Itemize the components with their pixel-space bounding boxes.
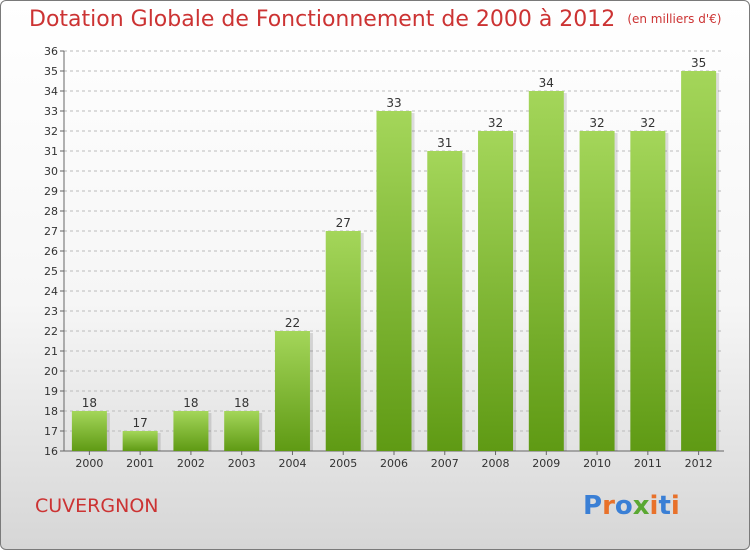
data-label: 18 xyxy=(82,396,97,410)
bar-2011 xyxy=(630,131,666,451)
chart-title: Dotation Globale de Fonctionnement de 20… xyxy=(29,7,721,32)
data-label: 33 xyxy=(386,96,401,110)
x-tick-label: 2012 xyxy=(685,457,713,470)
y-tick-label: 28 xyxy=(44,205,58,218)
y-tick-label: 33 xyxy=(44,105,58,118)
y-tick-label: 24 xyxy=(44,285,58,298)
x-tick-label: 2006 xyxy=(380,457,408,470)
bar-2012 xyxy=(681,71,717,451)
proxiti-logo: Proxiti xyxy=(583,491,680,521)
logo-letter: i xyxy=(670,491,680,521)
logo-letter: x xyxy=(632,491,650,521)
title-text: Dotation Globale de Fonctionnement de 20… xyxy=(29,7,616,32)
bar-2008 xyxy=(478,131,514,451)
y-tick-label: 17 xyxy=(44,425,58,438)
bar-2010 xyxy=(579,131,615,451)
data-label: 22 xyxy=(285,316,300,330)
bar-2000 xyxy=(71,411,107,451)
y-tick-label: 34 xyxy=(44,85,58,98)
x-tick-label: 2010 xyxy=(583,457,611,470)
x-tick-label: 2001 xyxy=(126,457,154,470)
y-tick-label: 30 xyxy=(44,165,58,178)
data-label: 32 xyxy=(640,116,655,130)
bar-2002 xyxy=(173,411,209,451)
y-tick-label: 26 xyxy=(44,245,58,258)
y-tick-label: 19 xyxy=(44,385,58,398)
data-label: 32 xyxy=(589,116,604,130)
y-tick-label: 29 xyxy=(44,185,58,198)
bar-2009 xyxy=(528,91,564,451)
y-tick-label: 23 xyxy=(44,305,58,318)
y-tick-label: 35 xyxy=(44,65,58,78)
bar-2003 xyxy=(224,411,260,451)
x-tick-label: 2009 xyxy=(532,457,560,470)
data-label: 32 xyxy=(488,116,503,130)
logo-letter: o xyxy=(614,491,633,521)
data-label: 17 xyxy=(133,416,148,430)
y-tick-label: 20 xyxy=(44,365,58,378)
logo-letter: P xyxy=(583,491,603,521)
data-label: 27 xyxy=(336,216,351,230)
bar-2006 xyxy=(376,111,412,451)
x-tick-label: 2002 xyxy=(177,457,205,470)
y-tick-label: 32 xyxy=(44,125,58,138)
bar-2005 xyxy=(325,231,361,451)
data-label: 18 xyxy=(234,396,249,410)
logo-letter: r xyxy=(602,491,615,521)
bar-2001 xyxy=(122,431,158,451)
chart-subtitle: (en milliers d'€) xyxy=(627,12,722,26)
y-tick-label: 36 xyxy=(44,45,58,58)
bar-2004 xyxy=(274,331,310,451)
x-tick-label: 2005 xyxy=(329,457,357,470)
y-tick-label: 31 xyxy=(44,145,58,158)
data-label: 35 xyxy=(691,56,706,70)
x-tick-label: 2008 xyxy=(482,457,510,470)
x-tick-label: 2004 xyxy=(278,457,306,470)
commune-name: CUVERGNON xyxy=(35,495,159,517)
data-label: 34 xyxy=(539,76,554,90)
logo-letter: t xyxy=(658,491,671,521)
x-tick-label: 2007 xyxy=(431,457,459,470)
y-tick-label: 16 xyxy=(44,445,58,458)
x-tick-label: 2011 xyxy=(634,457,662,470)
y-tick-label: 27 xyxy=(44,225,58,238)
bar-2007 xyxy=(427,151,463,451)
y-tick-label: 18 xyxy=(44,405,58,418)
y-tick-label: 22 xyxy=(44,325,58,338)
x-tick-label: 2000 xyxy=(75,457,103,470)
data-label: 18 xyxy=(183,396,198,410)
x-tick-label: 2003 xyxy=(228,457,256,470)
y-tick-label: 25 xyxy=(44,265,58,278)
logo-letter: i xyxy=(649,491,659,521)
data-label: 31 xyxy=(437,136,452,150)
y-tick-label: 21 xyxy=(44,345,58,358)
